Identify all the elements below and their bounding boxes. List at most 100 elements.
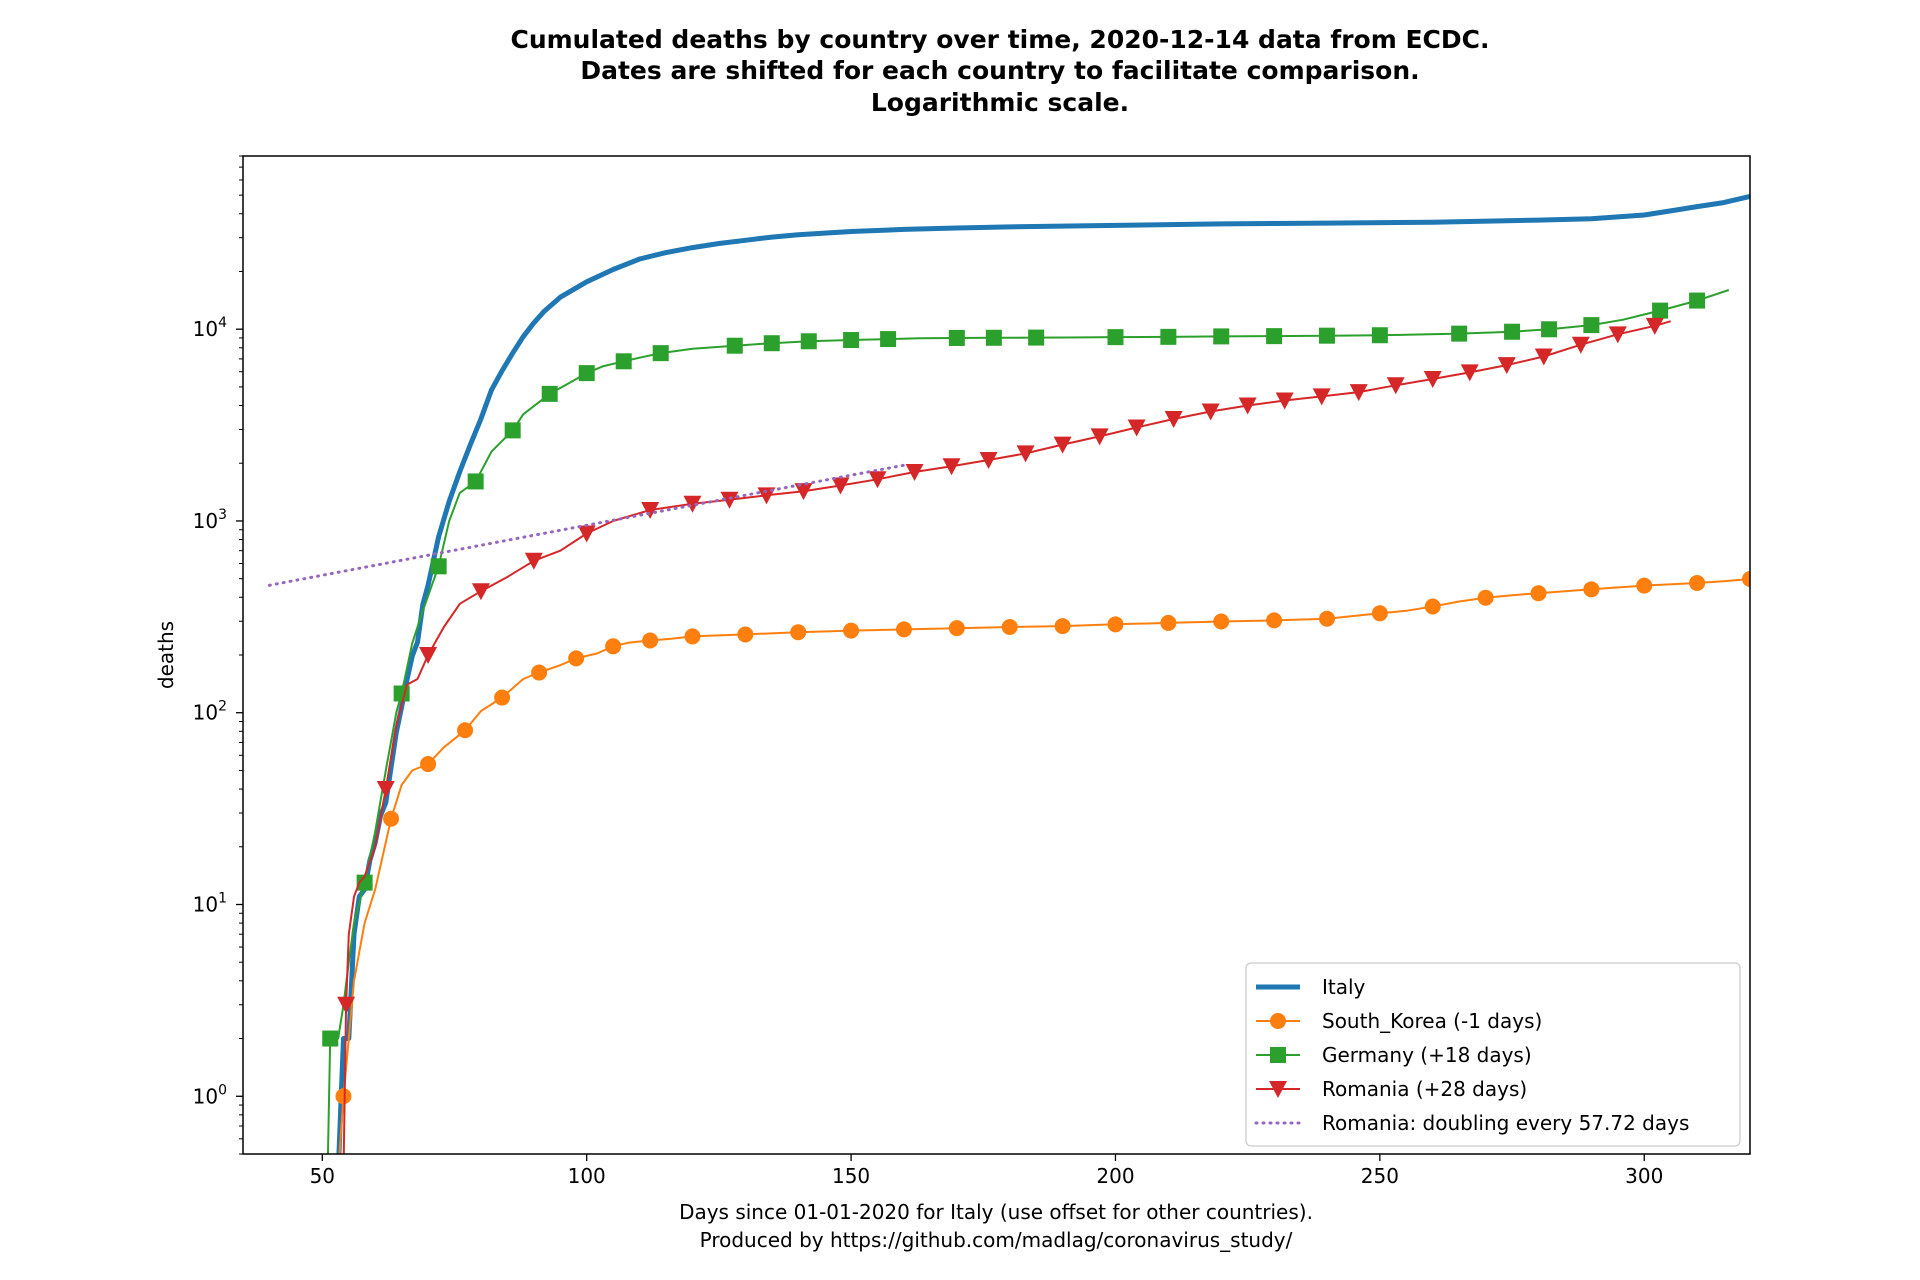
data-point — [420, 756, 437, 773]
legend: Italy South_Korea (-1 days) Germany (+18 d… — [1245, 962, 1741, 1147]
data-point — [1652, 302, 1669, 319]
data-point — [1318, 610, 1335, 627]
legend-marker — [1270, 1047, 1286, 1063]
data-point — [471, 583, 490, 601]
data-point — [1460, 364, 1479, 382]
data-point — [578, 365, 595, 382]
data-point — [430, 558, 447, 575]
data-point — [1054, 618, 1071, 635]
y-axis: 100 101 102 103 104 — [193, 155, 243, 1155]
x-axis-label-line-2: Produced by https://github.com/madlag/co… — [700, 1228, 1293, 1252]
series-0 — [336, 193, 1750, 1154]
data-point — [794, 483, 813, 501]
data-point — [524, 552, 543, 570]
x-tick-label: 200 — [1096, 1164, 1134, 1188]
data-point — [1583, 317, 1600, 334]
data-point — [1451, 325, 1468, 342]
data-point — [1423, 370, 1442, 388]
data-point — [376, 781, 395, 799]
data-point — [948, 329, 965, 346]
data-point — [843, 332, 860, 349]
data-point — [831, 477, 850, 495]
data-point — [895, 621, 912, 638]
data-point — [720, 491, 739, 509]
data-point — [641, 502, 660, 520]
data-point — [356, 874, 373, 891]
data-point — [1266, 328, 1283, 345]
data-point — [1107, 616, 1124, 633]
y-tick-label: 100 — [193, 1082, 227, 1108]
data-point — [1541, 321, 1558, 338]
legend-marker — [1270, 1013, 1286, 1029]
legend-box — [1245, 962, 1741, 1147]
data-point — [605, 638, 622, 655]
data-point — [1477, 589, 1494, 606]
data-point — [1371, 605, 1388, 622]
data-point — [979, 451, 998, 469]
legend-marker — [1269, 1081, 1287, 1098]
y-tick-label: 103 — [193, 507, 227, 533]
x-tick-label: 100 — [568, 1164, 606, 1188]
data-point — [1266, 612, 1283, 629]
data-point — [1571, 336, 1590, 354]
series-layer — [267, 193, 1750, 1154]
data-point — [1608, 326, 1627, 344]
series-1 — [335, 571, 1750, 1154]
data-point — [337, 996, 356, 1014]
legend-label: Italy — [1322, 975, 1366, 999]
y-tick-label: 104 — [193, 315, 227, 341]
chart-title-line-1: Cumulated deaths by country over time, 2… — [510, 25, 1489, 54]
data-point — [568, 650, 585, 667]
series-4 — [267, 463, 906, 587]
y-tick-label: 102 — [193, 699, 227, 725]
data-point — [615, 353, 632, 370]
data-point — [1028, 329, 1045, 346]
data-point — [419, 647, 438, 664]
data-point — [322, 1030, 339, 1047]
x-axis-label-line-1: Days since 01-01-2020 for Italy (use off… — [679, 1200, 1313, 1224]
data-point — [1001, 618, 1018, 635]
data-point — [843, 622, 860, 639]
data-point — [1645, 317, 1664, 335]
data-point — [1107, 329, 1124, 346]
data-point — [1530, 585, 1547, 602]
data-point — [1583, 581, 1600, 598]
chart-title-line-3: Logarithmic scale. — [871, 88, 1129, 117]
data-point — [457, 722, 474, 739]
data-point — [942, 458, 961, 476]
x-tick-label: 150 — [832, 1164, 870, 1188]
data-point — [1371, 327, 1388, 344]
data-point — [868, 471, 887, 489]
data-point — [1689, 574, 1706, 591]
data-point — [1238, 397, 1257, 415]
data-point — [1636, 577, 1653, 594]
y-axis-label: deaths — [154, 621, 178, 689]
x-tick-label: 250 — [1361, 1164, 1399, 1188]
data-point — [985, 329, 1002, 346]
chart-title-line-2: Dates are shifted for each country to fa… — [580, 56, 1419, 85]
data-point — [541, 385, 558, 402]
data-point — [335, 1088, 352, 1105]
data-point — [1127, 419, 1146, 437]
data-point — [726, 337, 743, 354]
legend-entry: South_Korea (-1 days) — [1256, 1009, 1542, 1033]
data-point — [494, 689, 511, 706]
data-point — [1053, 436, 1072, 454]
data-point — [737, 626, 754, 643]
data-point — [880, 331, 897, 348]
legend-entry: Romania (+28 days) — [1256, 1077, 1527, 1101]
data-point — [467, 473, 484, 490]
data-point — [1213, 613, 1230, 630]
data-point — [1318, 327, 1335, 344]
data-point — [393, 685, 410, 702]
data-point — [905, 464, 924, 482]
series-line — [267, 463, 906, 587]
data-point — [683, 495, 702, 513]
legend-label: South_Korea (-1 days) — [1322, 1009, 1542, 1033]
data-point — [1164, 411, 1183, 429]
legend-entry: Italy — [1256, 975, 1366, 999]
data-point — [504, 422, 521, 439]
series-line — [338, 578, 1750, 1154]
data-point — [1312, 388, 1331, 406]
